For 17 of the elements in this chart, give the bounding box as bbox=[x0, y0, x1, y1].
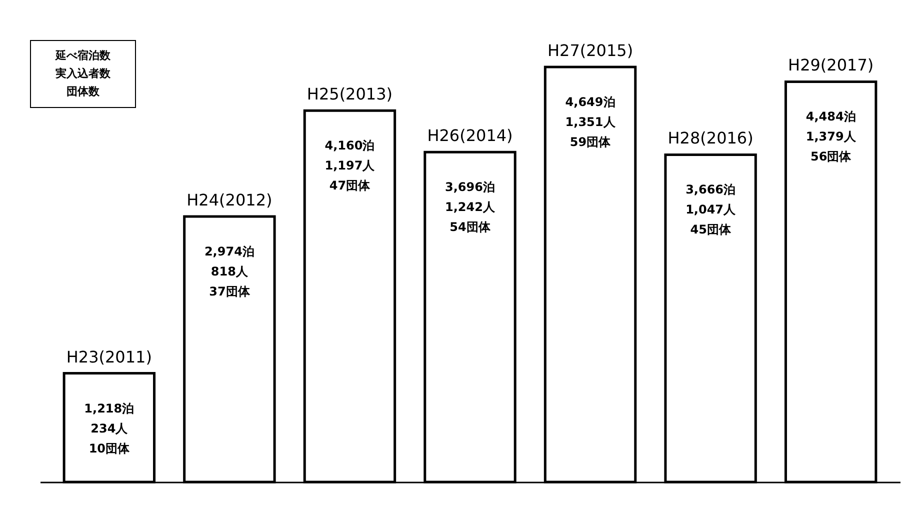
data-label: 3,696泊 1,242人 54団体 bbox=[445, 180, 496, 234]
x-tick-label: H29(2017) bbox=[788, 56, 874, 75]
x-tick-label: H28(2016) bbox=[668, 128, 754, 148]
x-tick-label: H25(2013) bbox=[306, 84, 393, 104]
data-label: 3,666泊 1,047人 45団体 bbox=[686, 182, 737, 237]
note-box: 延べ宿泊数 実入込者数 団体数 bbox=[30, 40, 136, 108]
annotation: 実入込者数 bbox=[54, 66, 112, 82]
data-label: 1,218泊 234人 10団体 bbox=[84, 401, 134, 456]
data-label: 2,974泊 818人 37団体 bbox=[204, 244, 254, 299]
x-tick-label: H27(2015) bbox=[547, 41, 634, 60]
data-label: 4,160泊 1,197人 47団体 bbox=[324, 138, 376, 193]
x-tick-label: H23(2011) bbox=[66, 347, 152, 366]
data-label: 4,484泊 1,379人 56団体 bbox=[806, 110, 857, 164]
x-tick-label: H26(2014) bbox=[427, 126, 513, 146]
data-label: 4,649泊 1,351人 59団体 bbox=[565, 95, 616, 149]
annotation: 団体数 bbox=[66, 84, 100, 100]
x-tick-label: H24(2012) bbox=[186, 190, 272, 210]
